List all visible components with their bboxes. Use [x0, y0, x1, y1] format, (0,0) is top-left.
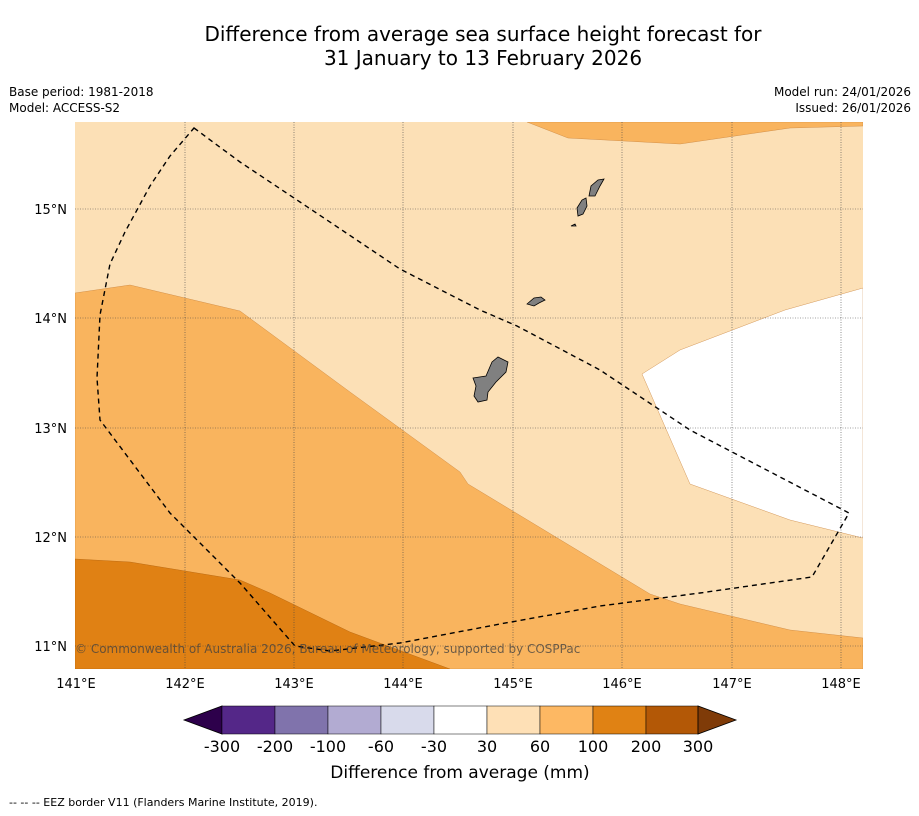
title-line-1: Difference from average sea surface heig…	[204, 22, 762, 46]
lon-label-144E: 144°E	[383, 677, 423, 692]
colorbar-tick: -100	[310, 737, 346, 756]
colorbar-tick: 300	[683, 737, 714, 756]
aguijan-island	[570, 223, 577, 227]
colorbar-segment	[221, 705, 276, 735]
colorbar-segment	[327, 705, 382, 735]
colorbar-tick: -200	[257, 737, 293, 756]
lat-label-12N: 12°N	[34, 531, 67, 546]
colorbar-segment	[380, 705, 435, 735]
map-title: Difference from average sea surface heig…	[0, 22, 919, 70]
eez-border	[96, 127, 850, 652]
model-run: Model run: 24/01/2026	[773, 85, 911, 99]
lon-label-142E: 142°E	[165, 677, 205, 692]
lon-label-143E: 143°E	[274, 677, 314, 692]
region-100-200	[75, 558, 451, 669]
lon-label-146E: 146°E	[602, 677, 642, 692]
colorbar-label: Difference from average (mm)	[330, 763, 589, 783]
eez-footnote: -- -- -- EEZ border V11 (Flanders Marine…	[9, 796, 318, 809]
colorbar-tick: -30	[421, 737, 447, 756]
lat-label-14N: 14°N	[34, 312, 67, 327]
colorbar-segment	[645, 705, 699, 735]
lon-label-148E: 148°E	[821, 677, 861, 692]
copyright-text: © Commonwealth of Australia 2026, Bureau…	[75, 642, 580, 656]
region-60-100-south	[75, 284, 863, 669]
colorbar-tick: -60	[368, 737, 394, 756]
lat-label-13N: 13°N	[34, 422, 67, 437]
title-line-2: 31 January to 13 February 2026	[323, 46, 643, 70]
meta-right: Model run: 24/01/2026 Issued: 26/01/2026	[774, 84, 911, 116]
guam-island	[472, 356, 509, 403]
colorbar-tick: 30	[477, 737, 497, 756]
lat-label-11N: 11°N	[34, 640, 67, 655]
colorbar: -300 -200 -100 -60 -30 30 60 100 200 300…	[182, 705, 738, 783]
gridlines	[75, 122, 863, 669]
lon-labels: 141°E 142°E 143°E 144°E 145°E 146°E 147°…	[56, 677, 861, 692]
colorbar-segment	[486, 705, 541, 735]
colorbar-tick: 200	[631, 737, 662, 756]
islands	[472, 178, 605, 403]
colorbar-segment	[539, 705, 594, 735]
lon-label-141E: 141°E	[56, 677, 96, 692]
lon-label-147E: 147°E	[712, 677, 752, 692]
issued-date: Issued: 26/01/2026	[795, 101, 911, 115]
model-name: Model: ACCESS-S2	[9, 101, 121, 115]
saipan-island	[588, 178, 605, 197]
lat-labels: 15°N 14°N 13°N 12°N 11°N	[34, 203, 67, 655]
region-60-100-north	[526, 122, 863, 145]
colorbar-segment	[592, 705, 647, 735]
colorbar-arrow-low	[182, 705, 223, 735]
colorbar-arrow-high	[697, 705, 738, 735]
map-plot-area: © Commonwealth of Australia 2026, Bureau…	[75, 122, 863, 669]
lat-label-15N: 15°N	[34, 203, 67, 218]
colorbar-segment	[274, 705, 329, 735]
colorbar-tick: 100	[578, 737, 609, 756]
sea-height-map: © Commonwealth of Australia 2026, Bureau…	[34, 122, 863, 783]
colorbar-tick: -300	[204, 737, 240, 756]
rota-island	[526, 296, 546, 307]
region-neutral	[641, 287, 863, 539]
tinian-island	[576, 197, 588, 217]
colorbar-segment	[433, 705, 488, 735]
base-period: Base period: 1981-2018	[9, 85, 154, 99]
lon-label-145E: 145°E	[493, 677, 533, 692]
colorbar-tick: 60	[530, 737, 550, 756]
colorbar-tick-labels: -300 -200 -100 -60 -30 30 60 100 200 300	[204, 737, 713, 756]
meta-left: Base period: 1981-2018 Model: ACCESS-S2	[9, 84, 154, 116]
